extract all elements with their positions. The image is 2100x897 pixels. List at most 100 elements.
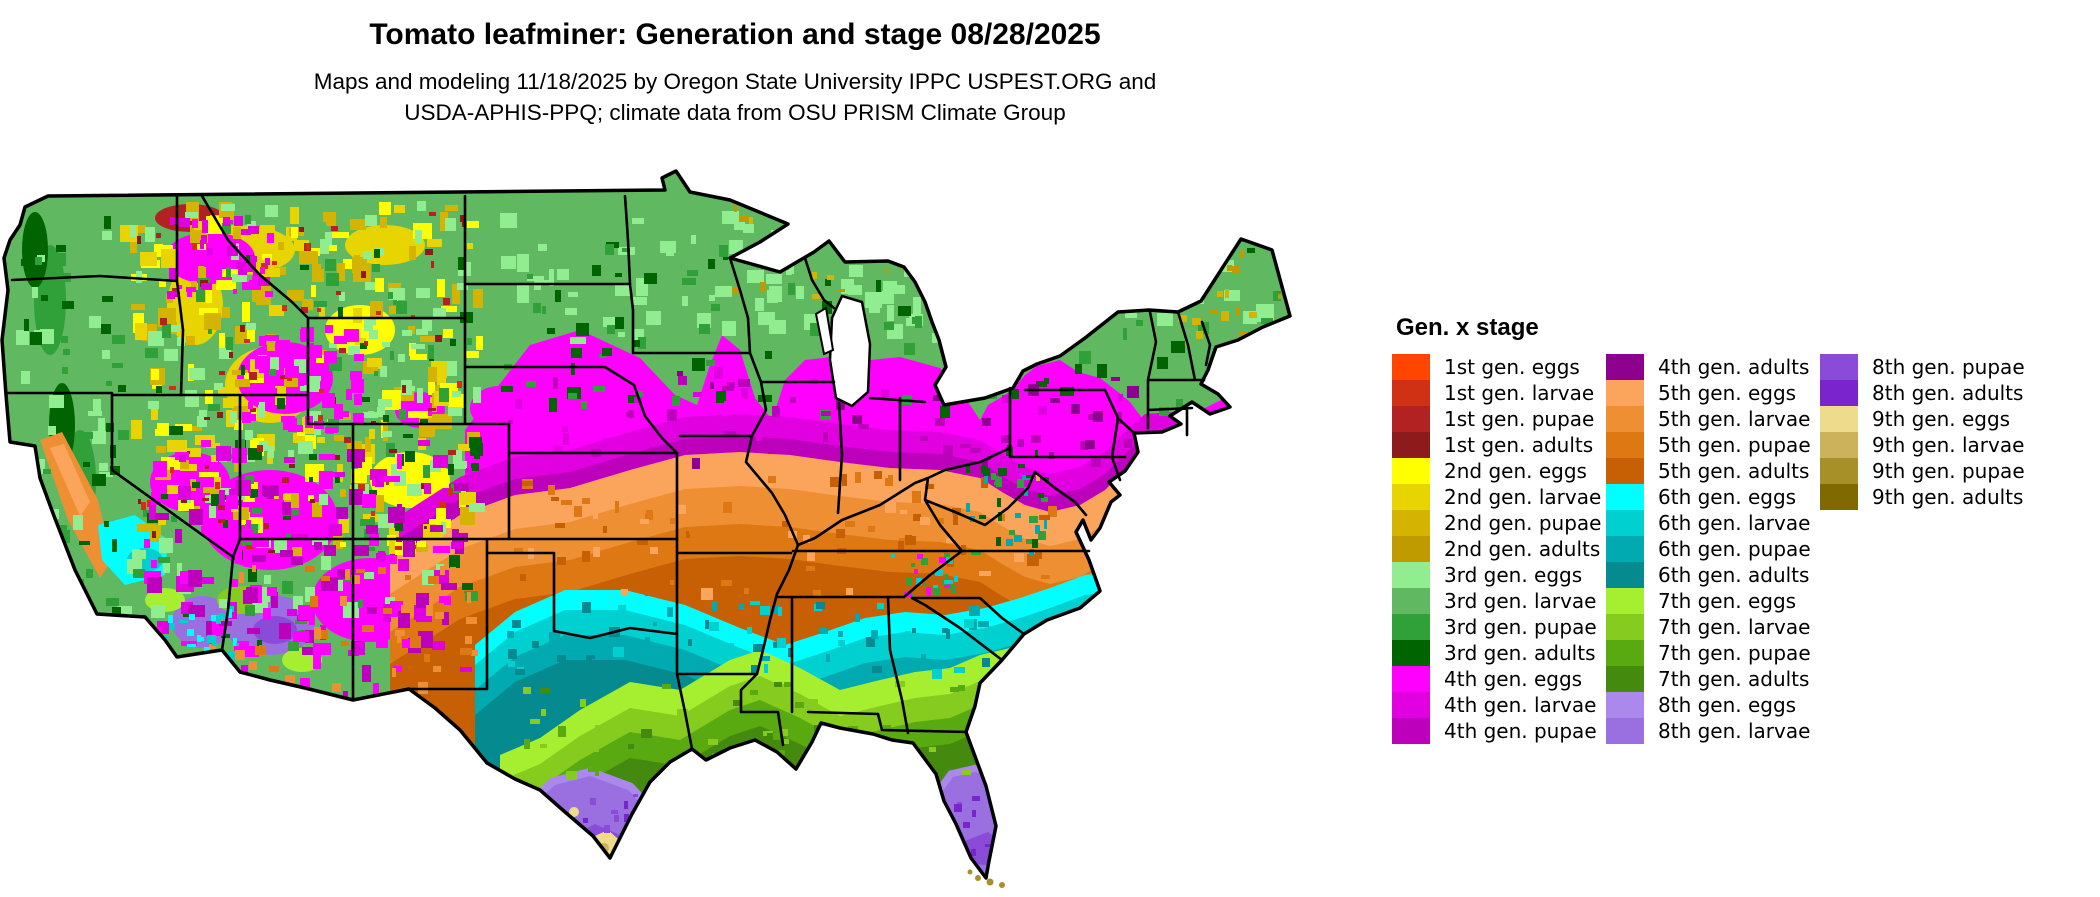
legend-item: 7th gen. eggs (1606, 588, 1820, 614)
legend-item: 4th gen. pupae (1392, 718, 1606, 744)
legend-swatch (1392, 432, 1430, 458)
legend-label: 4th gen. adults (1658, 355, 1810, 379)
legend-swatch (1606, 406, 1644, 432)
florida-keys-dot (967, 869, 973, 875)
legend-item: 2nd gen. pupae (1392, 510, 1606, 536)
legend-item: 4th gen. eggs (1392, 666, 1606, 692)
legend-label: 9th gen. eggs (1872, 407, 2011, 431)
legend-label: 2nd gen. larvae (1444, 485, 1602, 509)
legend-label: 2nd gen. adults (1444, 537, 1601, 561)
legend-item: 5th gen. pupae (1606, 432, 1820, 458)
legend-label: 7th gen. pupae (1658, 641, 1811, 665)
legend-title: Gen. x stage (1396, 314, 1539, 341)
florida-keys-dot (999, 882, 1005, 888)
legend-item: 8th gen. adults (1820, 380, 2034, 406)
legend-item: 6th gen. larvae (1606, 510, 1820, 536)
legend-swatch (1606, 614, 1644, 640)
legend-item: 3rd gen. larvae (1392, 588, 1606, 614)
green-bay (814, 306, 835, 356)
legend-label: 8th gen. pupae (1872, 355, 2025, 379)
legend-item: 8th gen. eggs (1606, 692, 1820, 718)
legend-label: 9th gen. larvae (1872, 433, 2025, 457)
legend-swatch (1606, 354, 1644, 380)
legend-item: 6th gen. pupae (1606, 536, 1820, 562)
legend-swatch (1606, 536, 1644, 562)
legend-label: 1st gen. larvae (1444, 381, 1595, 405)
legend-swatch (1820, 458, 1858, 484)
legend-swatch (1392, 666, 1430, 692)
legend-label: 5th gen. eggs (1658, 381, 1797, 405)
legend-swatch (1606, 458, 1644, 484)
legend-label: 7th gen. eggs (1658, 589, 1797, 613)
legend-label: 4th gen. pupae (1444, 719, 1597, 743)
legend-label: 1st gen. pupae (1444, 407, 1595, 431)
legend-item: 9th gen. pupae (1820, 458, 2034, 484)
legend-label: 5th gen. pupae (1658, 433, 1811, 457)
legend-label: 3rd gen. pupae (1444, 615, 1597, 639)
legend-item: 5th gen. larvae (1606, 406, 1820, 432)
header: Tomato leafminer: Generation and stage 0… (0, 0, 1470, 128)
legend-label: 7th gen. adults (1658, 667, 1810, 691)
legend-item: 9th gen. larvae (1820, 432, 2034, 458)
legend-label: 5th gen. larvae (1658, 407, 1811, 431)
legend-label: 3rd gen. larvae (1444, 589, 1597, 613)
legend-item: 7th gen. adults (1606, 666, 1820, 692)
legend-item: 3rd gen. pupae (1392, 614, 1606, 640)
legend-label: 8th gen. eggs (1658, 693, 1797, 717)
legend-swatch (1392, 588, 1430, 614)
legend-label: 6th gen. pupae (1658, 537, 1811, 561)
legend-label: 4th gen. larvae (1444, 693, 1597, 717)
legend-item: 2nd gen. adults (1392, 536, 1606, 562)
legend-item: 3rd gen. eggs (1392, 562, 1606, 588)
state-borders (4, 194, 1212, 751)
us-map-svg (0, 169, 1292, 888)
legend-label: 8th gen. adults (1872, 381, 2024, 405)
legend-item: 3rd gen. adults (1392, 640, 1606, 666)
legend-label: 6th gen. eggs (1658, 485, 1797, 509)
legend-swatch (1392, 718, 1430, 744)
legend-swatch (1606, 432, 1644, 458)
legend-item: 2nd gen. eggs (1392, 458, 1606, 484)
legend-swatch (1392, 640, 1430, 666)
legend-label: 3rd gen. eggs (1444, 563, 1583, 587)
us-map-figure (0, 130, 1430, 892)
legend-swatch (1392, 484, 1430, 510)
legend-item: 7th gen. pupae (1606, 640, 1820, 666)
map-fill-layer (2, 171, 1290, 878)
legend-label: 6th gen. adults (1658, 563, 1810, 587)
legend-swatch (1820, 432, 1858, 458)
legend-label: 1st gen. eggs (1444, 355, 1580, 379)
legend-label: 1st gen. adults (1444, 433, 1594, 457)
legend-label: 7th gen. larvae (1658, 615, 1811, 639)
legend-swatch (1392, 380, 1430, 406)
legend-swatch (1606, 666, 1644, 692)
legend-item: 5th gen. eggs (1606, 380, 1820, 406)
legend-swatch (1606, 484, 1644, 510)
legend-column: 4th gen. adults 5th gen. eggs 5th gen. lar… (1606, 354, 1820, 744)
legend-item: 4th gen. adults (1606, 354, 1820, 380)
legend-item: 9th gen. eggs (1820, 406, 2034, 432)
legend-item: 5th gen. adults (1606, 458, 1820, 484)
legend-columns: 1st gen. eggs 1st gen. larvae 1st gen. pup… (1392, 354, 2034, 744)
legend-item: 1st gen. larvae (1392, 380, 1606, 406)
legend-label: 3rd gen. adults (1444, 641, 1596, 665)
legend-item: 1st gen. adults (1392, 432, 1606, 458)
subtitle-line1: Maps and modeling 11/18/2025 by Oregon S… (313, 69, 1157, 94)
legend-label: 4th gen. eggs (1444, 667, 1583, 691)
legend-label: 9th gen. adults (1872, 485, 2024, 509)
legend-label: 2nd gen. pupae (1444, 511, 1602, 535)
legend-item: 1st gen. pupae (1392, 406, 1606, 432)
page-title: Tomato leafminer: Generation and stage 0… (369, 18, 1101, 51)
legend-column: 1st gen. eggs 1st gen. larvae 1st gen. pup… (1392, 354, 1606, 744)
legend-swatch (1392, 562, 1430, 588)
lake-michigan (828, 294, 872, 408)
legend-item: 1st gen. eggs (1392, 354, 1606, 380)
legend-swatch (1392, 458, 1430, 484)
legend-swatch (1392, 536, 1430, 562)
legend-swatch (1820, 406, 1858, 432)
legend-item: 7th gen. larvae (1606, 614, 1820, 640)
legend-label: 2nd gen. eggs (1444, 459, 1587, 483)
florida-keys-dot (975, 875, 981, 881)
legend-item: 6th gen. adults (1606, 562, 1820, 588)
legend-swatch (1392, 692, 1430, 718)
